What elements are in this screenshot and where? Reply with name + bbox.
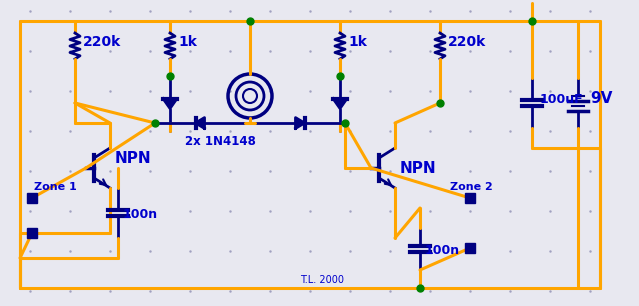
Text: 220k: 220k: [448, 35, 486, 49]
Text: 1k: 1k: [348, 35, 367, 49]
Polygon shape: [196, 118, 204, 129]
Text: 2x 1N4148: 2x 1N4148: [185, 135, 256, 148]
Text: 100uF: 100uF: [540, 93, 583, 106]
Polygon shape: [333, 99, 347, 109]
Text: 100n: 100n: [123, 208, 158, 221]
Polygon shape: [295, 118, 305, 129]
Text: 1k: 1k: [178, 35, 197, 49]
Polygon shape: [163, 99, 177, 109]
Text: Zone 1: Zone 1: [34, 182, 77, 192]
Text: 100n: 100n: [425, 244, 460, 257]
Text: NPN: NPN: [400, 161, 436, 176]
Text: 9V: 9V: [590, 91, 612, 106]
Text: 220k: 220k: [83, 35, 121, 49]
Text: T.L. 2000: T.L. 2000: [300, 275, 344, 285]
Text: Zone 2: Zone 2: [450, 182, 493, 192]
Text: NPN: NPN: [115, 151, 151, 166]
